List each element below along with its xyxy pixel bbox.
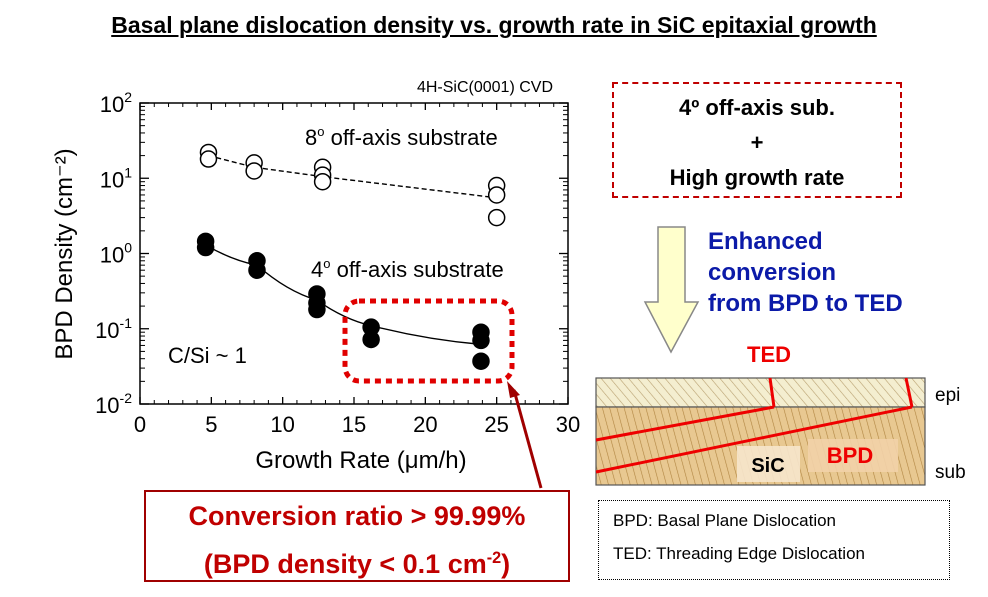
x-tick-label: 30 (556, 412, 580, 437)
x-tick-label: 25 (484, 412, 508, 437)
highlight-pointer (512, 389, 543, 489)
abbreviation-legend: BPD: Basal Plane Dislocation TED: Thread… (598, 500, 950, 580)
conversion-box: Conversion ratio > 99.99% (BPD density <… (144, 490, 570, 582)
data-point-8deg (199, 150, 218, 168)
highlight-pointer-head (507, 381, 520, 398)
y-tick-label: 10-1 (95, 315, 132, 343)
conversion-line-1: Conversion ratio > 99.99% (188, 501, 526, 531)
series-label-4deg: 4o off-axis substrate (311, 256, 504, 282)
epi-layer (595, 377, 926, 408)
ted-label: TED (747, 342, 791, 367)
x-tick-label: 20 (413, 412, 437, 437)
y-tick-label: 100 (100, 240, 132, 268)
plot-area: 0 5 10 15 20 25 30 10-2 10-1 100 101 102 4H-SiC(00… (51, 79, 580, 489)
condition-line-2: + (750, 130, 764, 155)
sic-label-bg (737, 446, 800, 482)
condition-box: 4º off-axis sub. + High growth rate (612, 82, 902, 198)
x-tick-label: 10 (270, 412, 294, 437)
data-point-8deg (487, 186, 506, 204)
slide-title: Basal plane dislocation density vs. grow… (111, 12, 877, 38)
down-arrow (643, 226, 700, 354)
data-point-4deg (472, 352, 490, 370)
conversion-line-2-text: (BPD density < 0.1 cm (203, 549, 487, 579)
result-line-3: from BPD to TED (708, 290, 903, 317)
series-label-8deg: 8o off-axis substrate (305, 124, 498, 150)
result-line-2: conversion (708, 259, 837, 286)
conversion-line-2-exp: -2 (486, 549, 502, 567)
y-axis-label: BPD Density (cm⁻²) (51, 148, 78, 359)
bpd-label-bg (808, 439, 898, 472)
epi-label: epi (935, 385, 960, 406)
x-axis-label: Growth Rate (μm/h) (255, 447, 466, 474)
schematic: SiC BPD TED epi sub (595, 342, 966, 486)
data-point-4deg (472, 331, 490, 350)
condition-line-3: High growth rate (669, 165, 845, 190)
x-tick-label: 5 (205, 412, 217, 437)
sic-label: SiC (751, 455, 784, 477)
bpd-label: BPD (827, 443, 873, 468)
y-tick-label: 101 (100, 164, 132, 192)
result-text: Enhanced conversion from BPD to TED (708, 226, 903, 319)
ted-line-2 (904, 377, 914, 408)
data-point-4deg (196, 238, 215, 257)
result-line-1: Enhanced (708, 228, 823, 255)
data-points (196, 143, 506, 370)
x-tick-label: 0 (134, 412, 146, 437)
conversion-line-2-close: ) (501, 549, 511, 579)
data-point-8deg (487, 208, 506, 227)
legend-ted: TED: Threading Edge Dislocation (613, 544, 865, 563)
data-point-4deg (308, 300, 326, 319)
trend-lines (205, 154, 497, 346)
trend-line-8deg (208, 154, 497, 199)
data-point-8deg (313, 172, 332, 191)
condition-annotation: 4H-SiC(0001) CVD (417, 79, 553, 96)
ted-line-1 (768, 377, 776, 408)
bpd-line-2 (595, 405, 913, 474)
x-tick-label: 15 (342, 412, 366, 437)
y-tick-label: 10-2 (95, 390, 132, 418)
conversion-line-2: (BPD density < 0.1 cm-2) (146, 537, 568, 585)
data-point-4deg (362, 330, 380, 349)
bpd-line-1 (595, 405, 775, 442)
sub-label: sub (935, 462, 966, 483)
data-point-8deg (245, 162, 263, 180)
y-tick-label: 102 (100, 89, 132, 117)
y-axis-ticks: 10-2 10-1 100 101 102 (95, 89, 568, 418)
data-point-4deg (248, 261, 266, 279)
ratio-label: C/Si ~ 1 (168, 343, 247, 368)
highlight-region (342, 298, 515, 384)
condition-line-1: 4º off-axis sub. (679, 95, 835, 120)
legend-bpd: BPD: Basal Plane Dislocation (613, 511, 837, 530)
x-axis-ticks: 0 5 10 15 20 25 30 (134, 103, 580, 437)
